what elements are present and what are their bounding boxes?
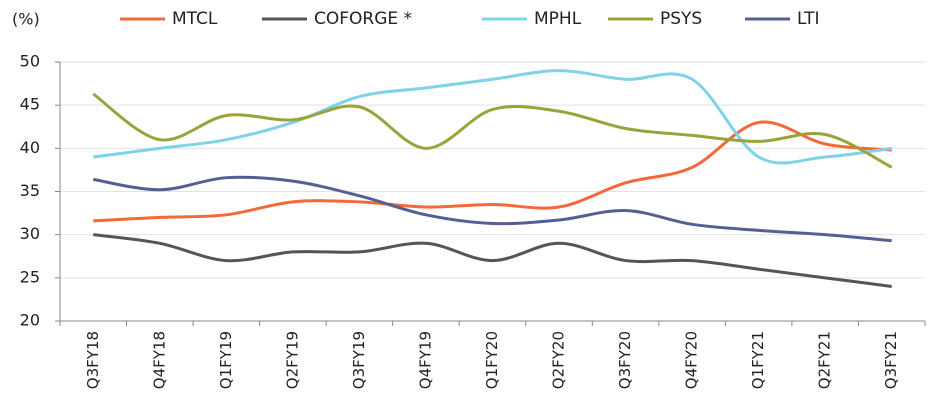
x-tick-label: Q2FY19: [283, 331, 301, 389]
series-line: [92, 92, 893, 169]
x-tick-label: Q4FY20: [683, 331, 701, 389]
x-tick-label: Q3FY19: [350, 331, 368, 389]
x-tick-label: Q1FY21: [749, 331, 767, 389]
y-tick-label: 20: [20, 311, 40, 330]
series-line: [93, 175, 892, 243]
series-line: [93, 233, 892, 288]
y-axis-label: (%): [12, 10, 40, 29]
y-tick-label: 50: [20, 52, 40, 71]
legend-label: COFORGE *: [314, 9, 412, 29]
x-tick-label: Q1FY20: [483, 331, 501, 389]
legend-label: PSYS: [660, 9, 702, 29]
series-line: [93, 120, 892, 223]
y-tick-label: 45: [20, 95, 40, 114]
x-tick-label: Q1FY19: [217, 331, 235, 389]
x-tick-label: Q3FY18: [84, 331, 102, 389]
x-tick-label: Q4FY19: [416, 331, 434, 389]
x-tick-label: Q3FY20: [616, 331, 634, 389]
legend-label: LTI: [797, 9, 820, 29]
y-tick-label: 35: [20, 181, 40, 200]
x-tick-label: Q2FY20: [550, 331, 568, 389]
y-tick-label: 30: [20, 224, 40, 243]
y-tick-label: 25: [20, 267, 40, 286]
y-tick-label: 40: [20, 138, 40, 157]
x-tick-label: Q3FY21: [882, 331, 900, 389]
x-tick-label: Q4FY18: [150, 331, 168, 389]
legend-label: MTCL: [172, 9, 218, 29]
legend-label: MPHL: [534, 9, 582, 29]
x-tick-label: Q2FY21: [816, 331, 834, 389]
series-line: [93, 69, 892, 165]
